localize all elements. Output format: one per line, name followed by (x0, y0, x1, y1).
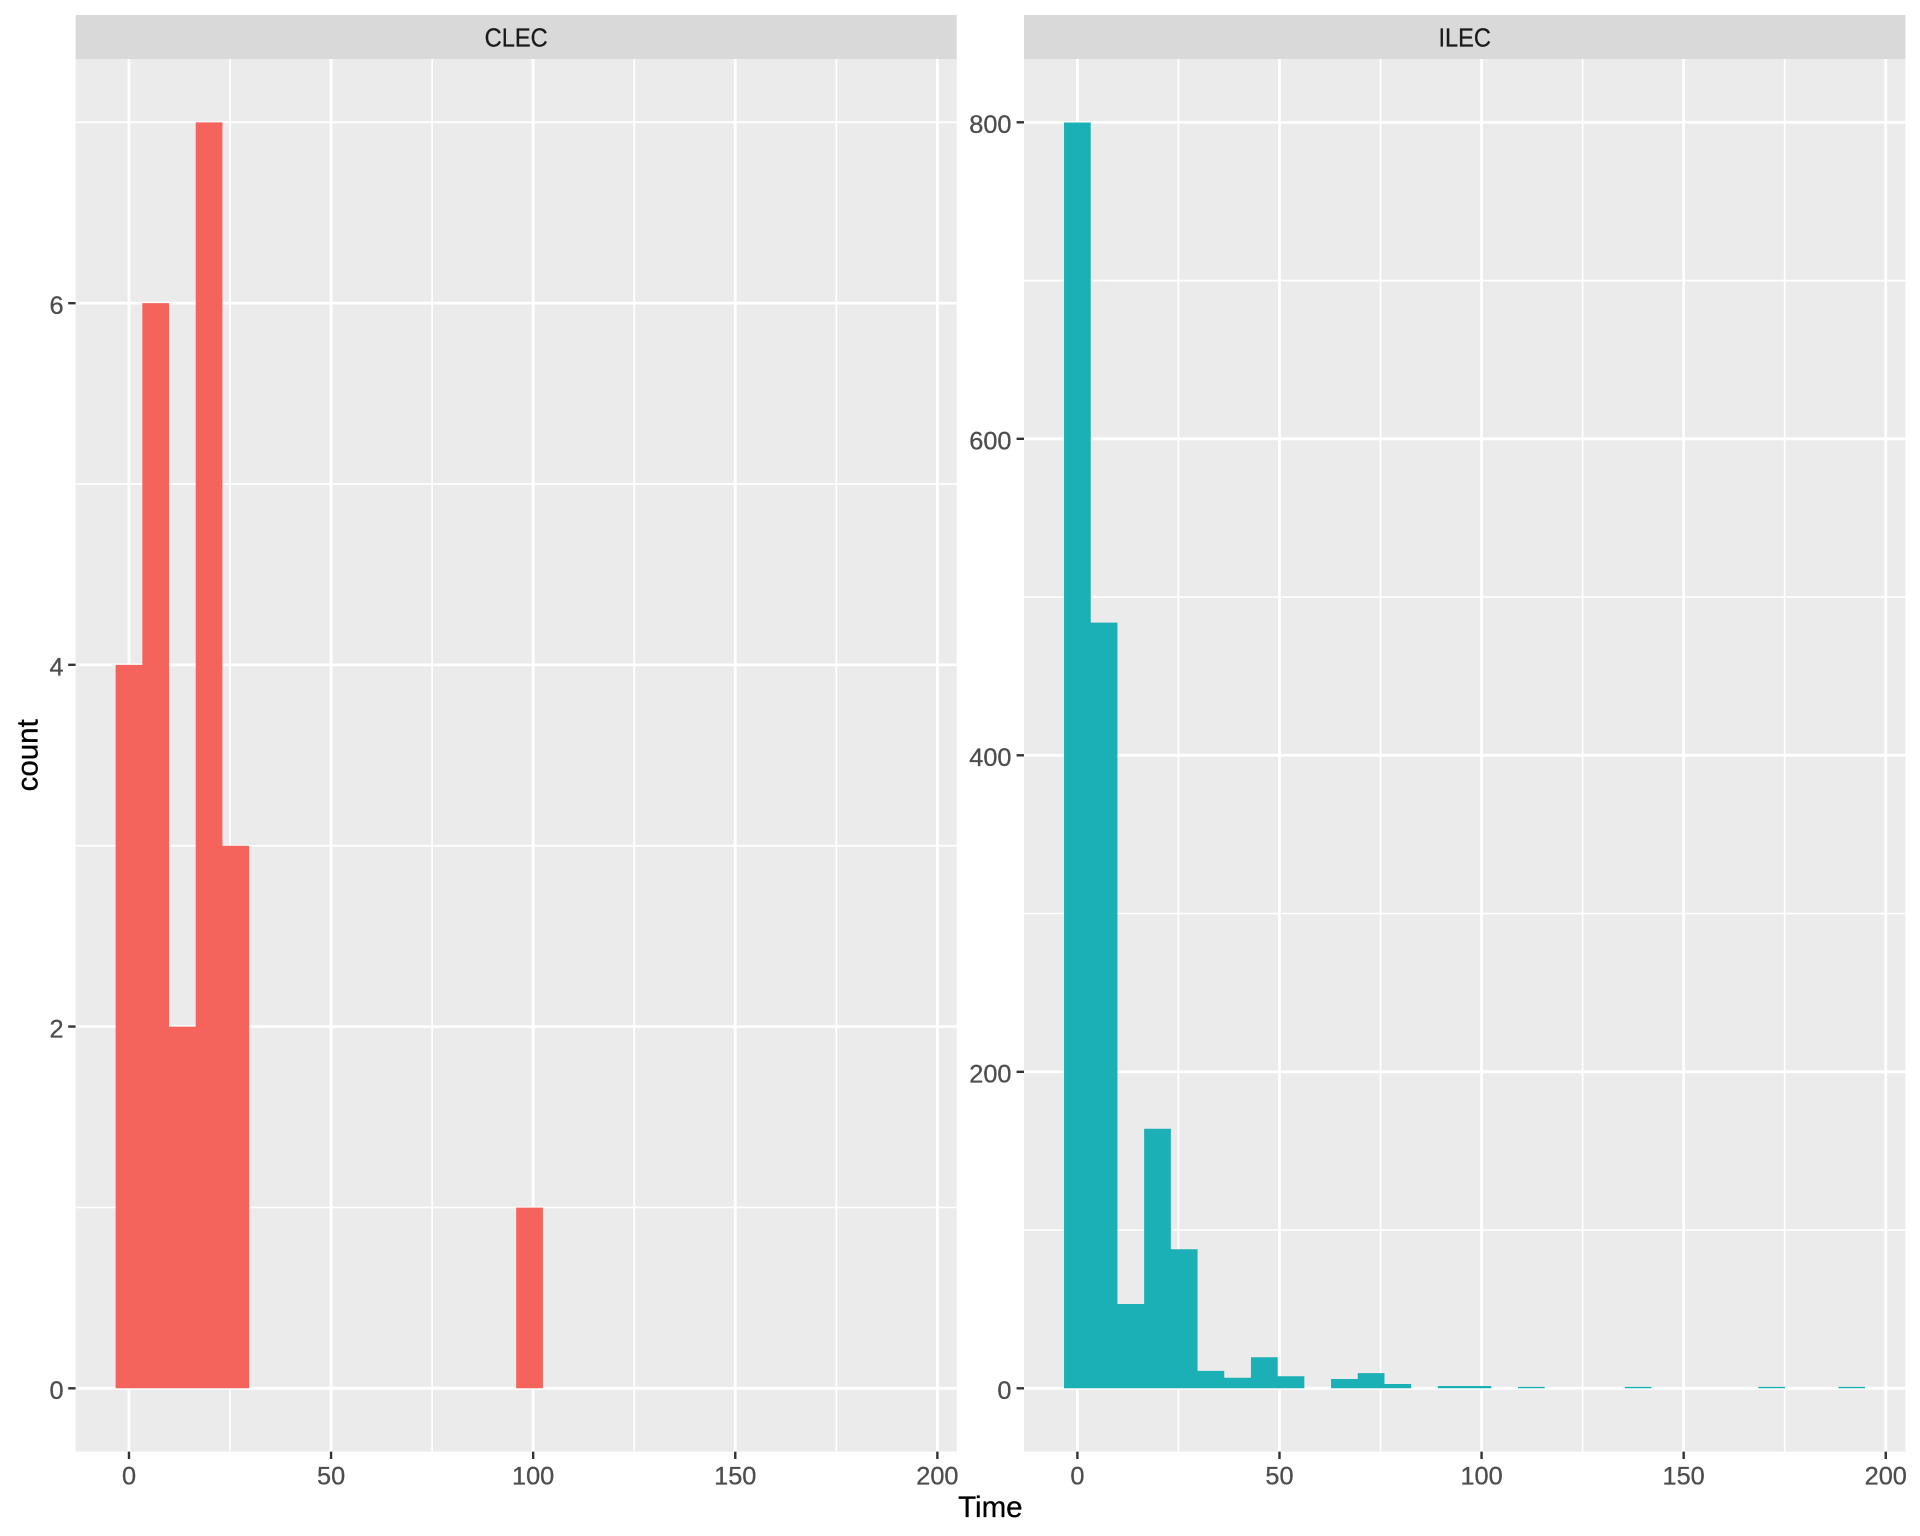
svg-text:400: 400 (969, 744, 1011, 772)
svg-text:200: 200 (916, 1463, 958, 1491)
svg-text:800: 800 (969, 111, 1011, 139)
svg-text:600: 600 (969, 428, 1011, 456)
svg-text:100: 100 (1460, 1463, 1502, 1491)
svg-text:CLEC: CLEC (485, 24, 548, 52)
svg-text:4: 4 (50, 654, 64, 682)
svg-text:100: 100 (512, 1463, 554, 1491)
svg-text:6: 6 (50, 292, 64, 320)
svg-text:150: 150 (714, 1463, 756, 1491)
svg-text:200: 200 (969, 1061, 1011, 1089)
svg-text:200: 200 (1865, 1463, 1907, 1491)
svg-text:0: 0 (1070, 1463, 1084, 1491)
svg-text:50: 50 (317, 1463, 345, 1491)
svg-text:ILEC: ILEC (1438, 24, 1491, 52)
svg-text:count: count (12, 719, 45, 791)
svg-text:0: 0 (50, 1377, 64, 1405)
svg-text:0: 0 (122, 1463, 136, 1491)
svg-text:150: 150 (1663, 1463, 1705, 1491)
svg-text:Time: Time (958, 1491, 1022, 1524)
svg-text:50: 50 (1265, 1463, 1293, 1491)
svg-text:0: 0 (997, 1377, 1011, 1405)
svg-text:2: 2 (50, 1015, 64, 1043)
